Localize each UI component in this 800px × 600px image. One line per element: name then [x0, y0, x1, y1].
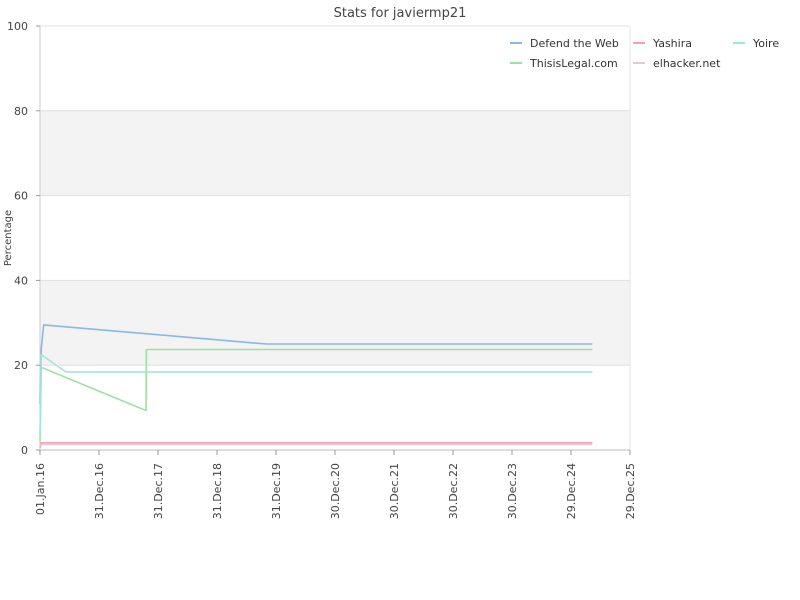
y-axis-ticks: 0 20 40 60 80 100 [7, 20, 40, 457]
legend-label-elhacker-net: elhacker.net [653, 57, 721, 70]
x-tick-label: 01.Jan.16 [34, 463, 47, 515]
y-axis-label: Percentage [3, 210, 14, 266]
x-tick-label: 31.Dec.17 [152, 463, 165, 519]
legend-label-yoire: Yoire [752, 37, 779, 50]
x-axis-ticks: 01.Jan.16 31.Dec.16 31.Dec.17 31.Dec.18 31.D… [34, 450, 637, 519]
legend-label-defend-the-web: Defend the Web [530, 37, 619, 50]
x-tick-label: 31.Dec.18 [211, 463, 224, 519]
chart-title: Stats for javiermp21 [334, 6, 467, 21]
axes [39, 26, 631, 451]
legend-label-thisislegal-com: ThisisLegal.com [529, 57, 618, 70]
x-tick-label: 30.Dec.22 [447, 463, 460, 519]
grid-band-0 [40, 280, 630, 366]
x-tick-label: 30.Dec.23 [506, 463, 519, 519]
y-tick-label: 40 [14, 274, 28, 287]
grid-bands [40, 110, 630, 366]
x-tick-label: 29.Dec.24 [565, 463, 578, 519]
y-tick-label: 60 [14, 190, 28, 203]
series-line-yoire [39, 353, 593, 438]
x-tick-label: 30.Dec.20 [329, 463, 342, 519]
grid-band-1 [40, 110, 630, 196]
series-line-yashira [39, 441, 593, 449]
series-lines [39, 324, 593, 449]
x-tick-label: 30.Dec.21 [388, 463, 401, 519]
y-tick-label: 80 [14, 105, 28, 118]
y-tick-label: 0 [21, 444, 28, 457]
y-tick-label: 20 [14, 359, 28, 372]
x-tick-label: 31.Dec.16 [93, 463, 106, 519]
grid-lines [40, 25, 630, 451]
x-tick-label: 31.Dec.19 [270, 463, 283, 519]
legend: Defend the Web ThisisLegal.com Yashira elha… [510, 37, 779, 70]
series-line-elhacker-net [39, 443, 593, 447]
x-tick-label: 29.Dec.25 [624, 463, 637, 519]
y-tick-label: 100 [7, 20, 28, 33]
legend-label-yashira: Yashira [652, 37, 692, 50]
